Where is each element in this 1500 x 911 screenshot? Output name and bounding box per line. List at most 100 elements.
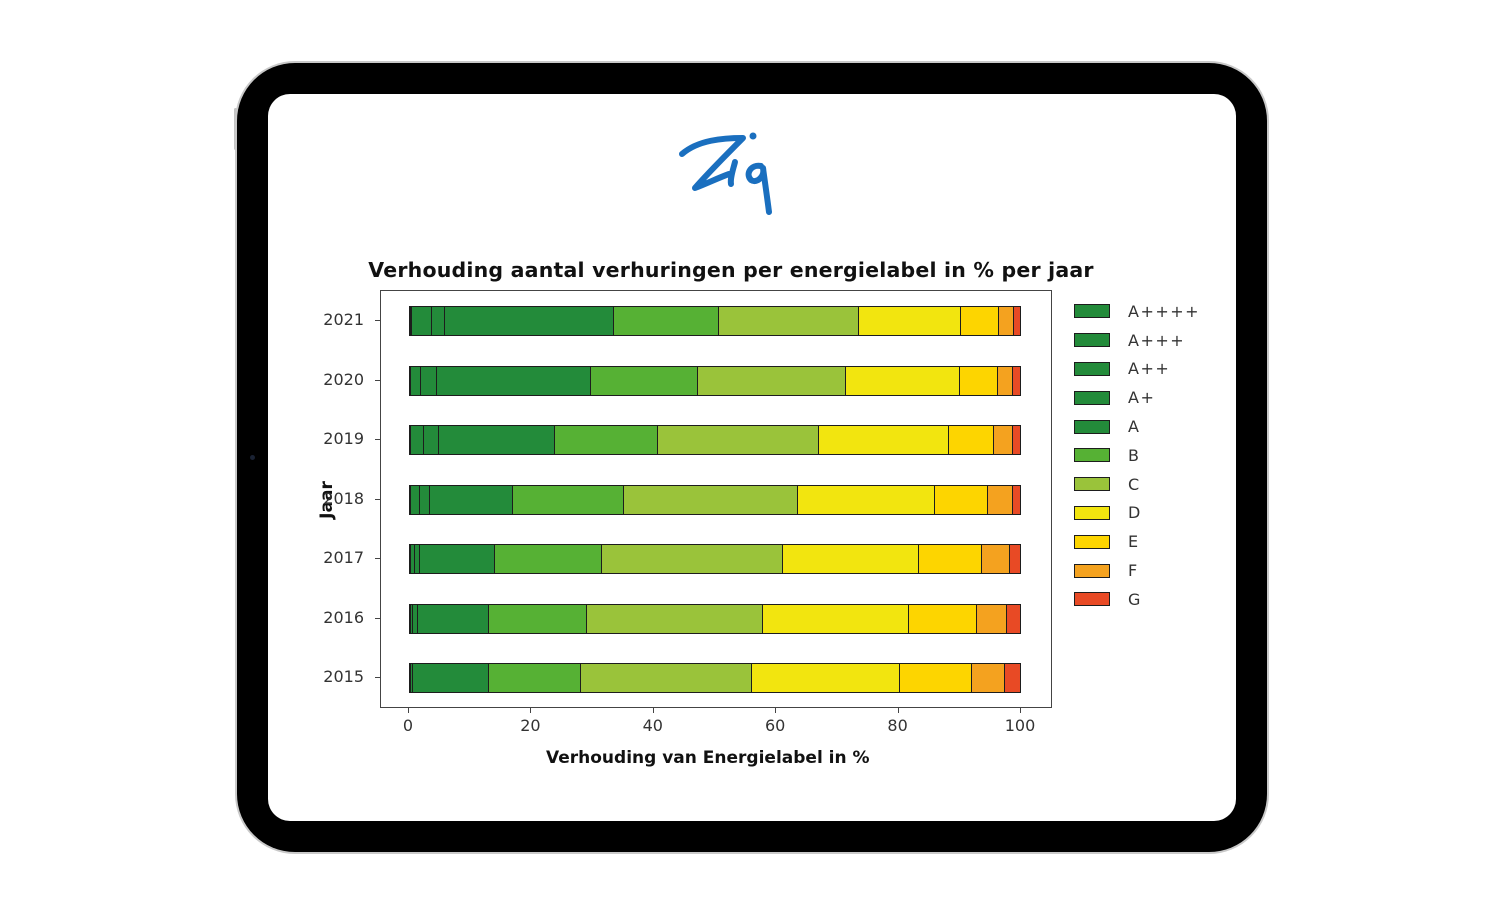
bar-segment-B: [488, 663, 581, 693]
y-tick-label: 2021: [323, 310, 364, 329]
bar-segment-A++: [411, 306, 431, 336]
legend-item-G: G: [1074, 585, 1200, 614]
bar-segment-E: [933, 484, 987, 515]
bar-segment-A: [438, 425, 554, 455]
legend-swatch-icon: [1074, 592, 1110, 607]
x-tick: [530, 708, 532, 713]
legend-item-E: E: [1074, 527, 1200, 556]
bar-segment-B: [589, 365, 698, 396]
legend-item-A++: A++: [1074, 355, 1200, 384]
x-tick-label: 20: [520, 716, 541, 735]
y-tick-label: 2016: [323, 607, 364, 627]
y-tick: [375, 379, 380, 381]
x-tick-label: 40: [642, 716, 663, 735]
bar-segment-A+++: [410, 306, 411, 336]
legend-label: C: [1128, 474, 1141, 494]
bar-segment-F: [992, 425, 1012, 455]
bar-segment-A+: [420, 365, 437, 396]
bar-2019: [409, 425, 1021, 455]
bar-segment-G: [1011, 365, 1022, 396]
bar-segment-B: [493, 544, 602, 574]
x-tick: [1020, 708, 1021, 713]
legend-label: A++: [1128, 359, 1171, 379]
bar-segment-F: [981, 544, 1010, 574]
bar-segment-B: [511, 484, 623, 515]
bar-2016: [409, 603, 1022, 634]
x-tick: [897, 708, 899, 713]
bar-segment-A++++: [409, 306, 410, 336]
bar-segment-E: [958, 365, 997, 396]
bar-segment-F: [971, 663, 1004, 693]
y-tick-label: 2020: [323, 369, 364, 389]
chart-legend: A++++ A+++ A++ A+ A B C D E F G: [1074, 297, 1200, 614]
bar-segment-D: [858, 306, 960, 336]
bar-segment-D: [781, 544, 918, 574]
bar-segment-D: [817, 425, 949, 455]
bar-segment-G: [1005, 603, 1022, 634]
tablet-screen: Verhouding aantal verhuringen per energi…: [268, 94, 1236, 821]
tablet-side-button: [234, 108, 237, 150]
plot-area: [380, 290, 1052, 708]
y-tick: [375, 498, 380, 500]
legend-swatch-icon: [1074, 563, 1110, 578]
bar-segment-C: [622, 484, 797, 515]
bar-segment-C: [657, 425, 818, 455]
x-tick-label: 0: [402, 716, 414, 735]
legend-item-B: B: [1074, 441, 1200, 470]
bar-segment-C: [586, 603, 763, 634]
bar-segment-A++: [410, 365, 421, 396]
legend-item-D: D: [1074, 499, 1200, 528]
x-tick: [408, 708, 409, 713]
y-tick: [375, 677, 380, 678]
bar-segment-G: [1011, 425, 1021, 455]
legend-item-A: A: [1074, 412, 1200, 441]
bar-segment-B: [613, 306, 718, 336]
bar-segment-A+++: [409, 425, 410, 455]
legend-item-A+: A+: [1074, 383, 1200, 412]
bar-segment-A+: [414, 544, 420, 574]
bar-segment-A: [417, 603, 489, 634]
legend-label: A++++: [1128, 301, 1201, 321]
legend-item-A++++: A++++: [1074, 297, 1200, 326]
legend-swatch-icon: [1074, 333, 1110, 348]
legend-swatch-icon: [1074, 534, 1110, 549]
bar-segment-B: [488, 603, 587, 634]
bar-segment-A+: [430, 306, 444, 336]
bar-segment-A: [444, 306, 614, 336]
bar-segment-A+++: [409, 603, 410, 634]
bar-segment-G: [1011, 484, 1022, 515]
chart-title: Verhouding aantal verhuringen per energi…: [368, 258, 1094, 282]
y-tick: [375, 439, 380, 440]
legend-label: G: [1128, 589, 1142, 609]
bar-segment-A: [428, 484, 512, 515]
logo-dot-icon: [749, 132, 757, 140]
bar-2017: [409, 544, 1021, 574]
bar-segment-G: [1003, 663, 1021, 693]
bar-segment-B: [553, 425, 658, 455]
bar-segment-A+: [412, 603, 418, 634]
bar-segment-A: [436, 365, 590, 396]
legend-swatch-icon: [1074, 390, 1110, 405]
bar-segment-D: [762, 603, 909, 634]
y-tick: [375, 617, 380, 619]
bar-segment-F: [975, 603, 1006, 634]
y-tick: [375, 320, 380, 321]
bar-segment-A: [411, 663, 489, 693]
bar-segment-A++: [410, 425, 423, 455]
bar-segment-F: [996, 365, 1012, 396]
bar-segment-D: [796, 484, 934, 515]
legend-item-C: C: [1074, 470, 1200, 499]
x-tick-label: 80: [887, 716, 908, 735]
bar-segment-E: [898, 663, 972, 693]
legend-swatch-icon: [1074, 304, 1110, 319]
bar-2015: [409, 663, 1021, 693]
legend-swatch-icon: [1074, 448, 1110, 463]
y-tick-label: 2018: [323, 488, 364, 508]
bar-segment-E: [917, 544, 982, 574]
bar-segment-E: [908, 603, 976, 634]
legend-label: D: [1128, 503, 1142, 523]
bar-2021: [409, 306, 1021, 336]
bar-segment-A+++: [409, 544, 410, 574]
bar-2020: [409, 365, 1022, 396]
legend-label: F: [1128, 561, 1139, 581]
